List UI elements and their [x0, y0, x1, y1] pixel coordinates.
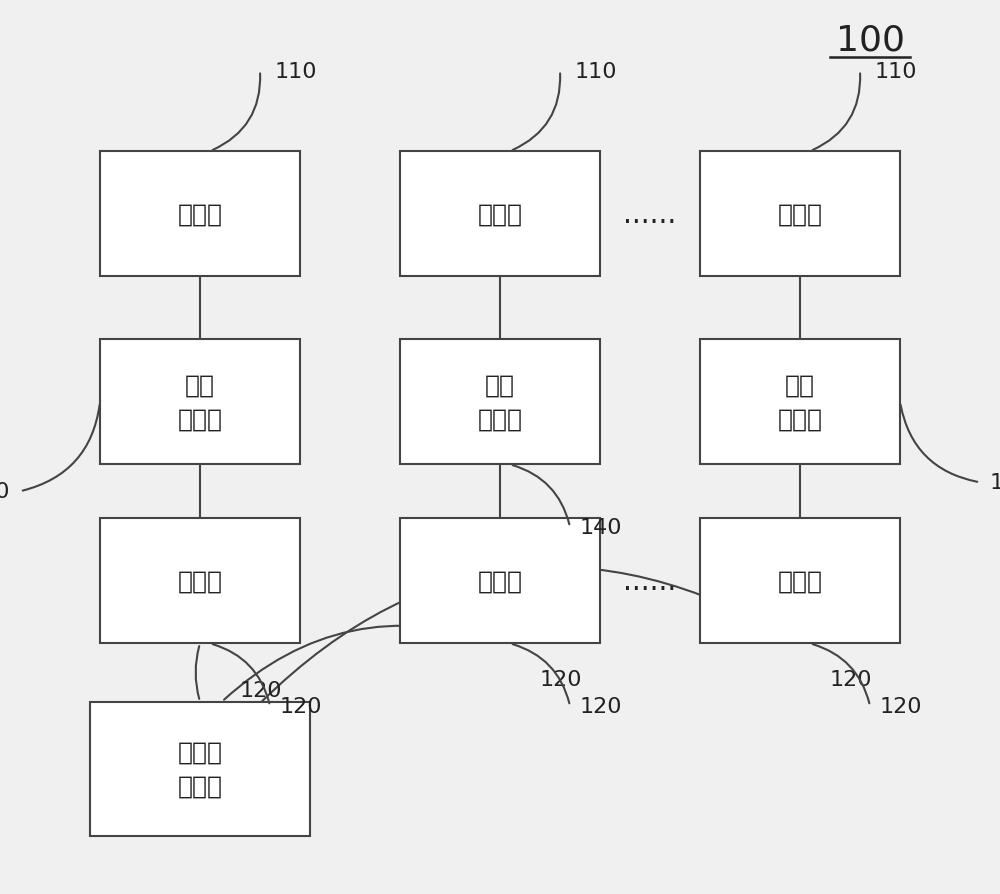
Text: 药品
破碎器: 药品 破碎器 — [478, 374, 522, 431]
Bar — [100, 340, 300, 465]
Bar — [400, 340, 600, 465]
Text: 储药仓: 储药仓 — [778, 203, 822, 226]
Text: 120: 120 — [240, 680, 283, 701]
Text: 110: 110 — [875, 62, 918, 81]
Text: 120: 120 — [580, 696, 622, 716]
Text: 140: 140 — [0, 482, 10, 502]
Text: 储药仓: 储药仓 — [478, 203, 522, 226]
Text: 计量器: 计量器 — [178, 569, 222, 593]
Text: 储药仓: 储药仓 — [178, 203, 222, 226]
Text: 110: 110 — [275, 62, 318, 81]
Bar — [400, 152, 600, 277]
Bar — [700, 152, 900, 277]
Text: 120: 120 — [280, 696, 322, 716]
Text: 140: 140 — [580, 518, 622, 537]
Bar — [700, 519, 900, 644]
Text: 100: 100 — [836, 23, 904, 57]
Text: 120: 120 — [880, 696, 922, 716]
Text: 计量器: 计量器 — [478, 569, 522, 593]
Bar — [100, 519, 300, 644]
Text: 140: 140 — [990, 473, 1000, 493]
Text: ......: ...... — [623, 567, 677, 595]
Text: 计量器: 计量器 — [778, 569, 822, 593]
Bar — [400, 519, 600, 644]
Text: 130: 130 — [222, 893, 264, 894]
Text: 药品
破碎器: 药品 破碎器 — [178, 374, 222, 431]
Text: ......: ...... — [623, 200, 677, 229]
Bar — [90, 702, 310, 836]
Bar — [100, 152, 300, 277]
Text: 120: 120 — [540, 670, 582, 689]
Text: 110: 110 — [575, 62, 618, 81]
Text: 药品
破碎器: 药品 破碎器 — [778, 374, 822, 431]
Text: 120: 120 — [830, 670, 873, 689]
Text: 可移动
集药器: 可移动 集药器 — [178, 740, 222, 797]
Bar — [700, 340, 900, 465]
